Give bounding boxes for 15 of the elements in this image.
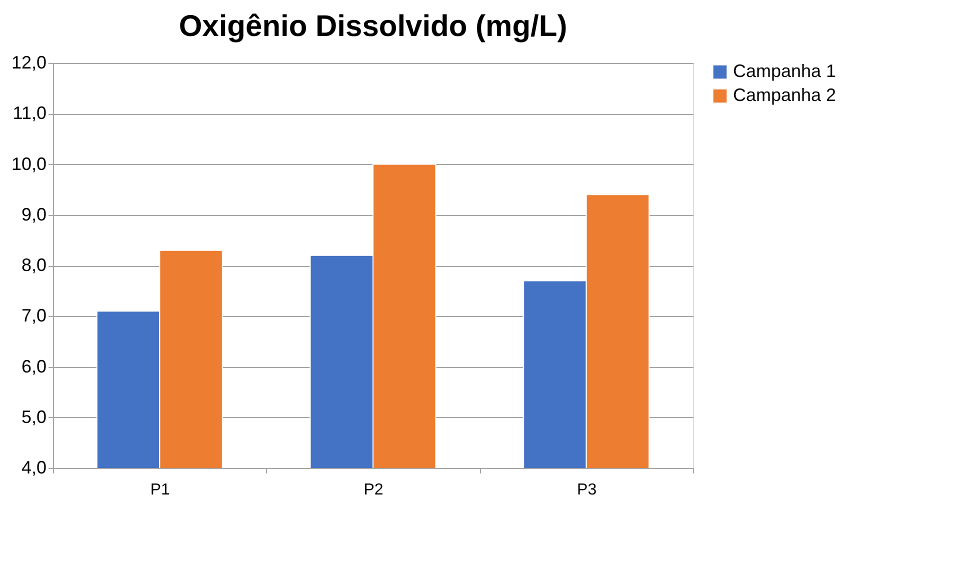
x-tick-label: P1 xyxy=(150,482,170,498)
x-tick-label: P2 xyxy=(364,482,384,498)
y-tick-label: 5,0 xyxy=(21,406,46,427)
y-tick-label: 6,0 xyxy=(21,356,46,376)
y-tick-label: 7,0 xyxy=(21,306,46,326)
y-tick-label: 12,0 xyxy=(11,52,46,72)
y-tick-label: 10,0 xyxy=(11,154,46,174)
x-tick-label: P3 xyxy=(577,482,597,498)
y-tick-label: 8,0 xyxy=(21,255,46,275)
y-tick-label: 11,0 xyxy=(12,103,46,124)
legend-label: Campanha 1 xyxy=(733,61,836,81)
y-tick-label: 9,0 xyxy=(21,204,46,224)
chart-title: Oxigênio Dissolvido (mg/L) xyxy=(178,10,568,43)
y-tick-label: 4,0 xyxy=(21,458,46,478)
legend-label: Campanha 2 xyxy=(733,85,836,105)
